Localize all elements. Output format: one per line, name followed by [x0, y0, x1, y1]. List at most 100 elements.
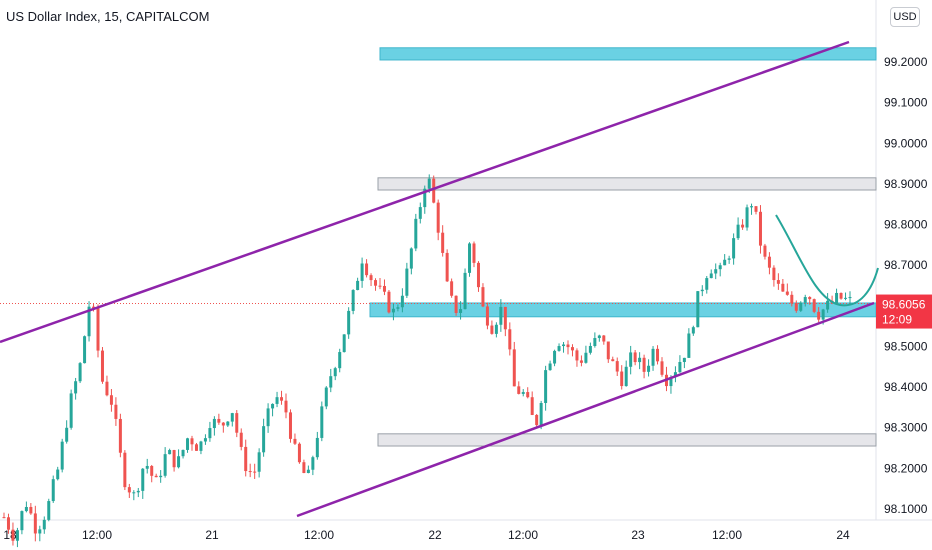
candle-body — [56, 469, 60, 480]
candle-body — [257, 452, 261, 472]
candle-body — [226, 421, 230, 426]
candle-body — [741, 224, 745, 228]
candle-body — [562, 344, 566, 347]
candle-body — [33, 513, 37, 534]
candle-body — [297, 443, 301, 463]
candle-body — [450, 281, 454, 296]
candle-body — [391, 308, 395, 313]
candle-body — [844, 297, 848, 299]
candle-body — [620, 371, 624, 387]
candle-body — [445, 252, 449, 282]
candle-body — [150, 465, 154, 476]
candle-body — [745, 207, 749, 228]
candle-body — [539, 403, 543, 426]
candle-body — [839, 292, 843, 299]
candle-body — [785, 291, 789, 295]
candle-body — [382, 285, 386, 292]
candle-body — [333, 368, 337, 377]
candle-body — [69, 393, 73, 428]
price-tag-bg — [876, 294, 932, 329]
candle-body — [141, 468, 145, 491]
candle-body — [38, 529, 42, 534]
candle-body — [374, 280, 378, 286]
candle-body — [217, 418, 221, 423]
candle-body — [423, 188, 427, 208]
candle-body — [253, 471, 257, 473]
candle-body — [203, 438, 207, 442]
candle-body — [83, 336, 87, 364]
candle-body — [315, 437, 319, 458]
candle-body — [817, 311, 821, 320]
candle-body — [758, 211, 762, 246]
y-tick-label: 98.3000 — [884, 421, 928, 435]
candle-body — [723, 259, 727, 266]
candle-body — [656, 348, 660, 362]
candle-body — [221, 422, 225, 426]
candle-body — [772, 267, 776, 281]
candle-body — [208, 428, 212, 439]
candle-body — [266, 408, 270, 427]
candle-body — [544, 370, 548, 404]
candle-body — [244, 446, 248, 472]
candle-body — [602, 335, 606, 342]
candle-body — [624, 366, 628, 387]
x-axis[interactable]: 18 12:00 21 12:00 22 12:00 23 12:00 24 — [3, 528, 850, 542]
candle-body — [808, 297, 812, 300]
candle-body — [718, 265, 722, 270]
y-tick-label: 98.4000 — [884, 380, 928, 394]
candle-body — [750, 206, 754, 208]
candle-body — [369, 275, 373, 281]
candle-body — [163, 454, 167, 476]
candle-body — [365, 263, 369, 276]
candle-body — [472, 243, 476, 263]
candle-body — [669, 377, 673, 387]
candle-body — [356, 280, 360, 291]
candle-body — [700, 289, 704, 292]
candle-body — [776, 280, 780, 284]
candle-body — [575, 350, 579, 361]
candle-body — [459, 309, 463, 313]
candle-body — [293, 438, 297, 444]
candle-body — [535, 414, 539, 426]
candle-body — [660, 361, 664, 375]
curve-drawing — [775, 214, 879, 307]
candle-body — [96, 307, 100, 351]
candle-body — [781, 283, 785, 292]
candle-body — [11, 529, 15, 541]
candle-body — [387, 291, 391, 313]
y-tick-label: 98.8000 — [884, 218, 928, 232]
candle-body — [24, 506, 28, 512]
candle-body — [105, 381, 109, 396]
candle-body — [593, 338, 597, 346]
candle-body — [597, 335, 601, 339]
candle-body — [15, 530, 19, 541]
y-tick-label: 98.5000 — [884, 339, 928, 353]
support-zone-low — [377, 433, 877, 447]
candle-body — [177, 456, 181, 468]
candle-body — [812, 299, 816, 312]
candle-body — [248, 471, 252, 473]
x-tick-label: 18 — [3, 528, 17, 542]
price-tag-countdown: 12:09 — [882, 313, 912, 327]
candle-body — [414, 218, 418, 249]
candle-body — [409, 248, 413, 269]
candle-body — [239, 432, 243, 447]
candle-body — [172, 450, 176, 468]
candle-body — [557, 346, 561, 351]
candle-body — [754, 206, 758, 212]
candle-body — [566, 344, 570, 348]
candle-body — [2, 517, 6, 519]
upper-channel-line — [0, 40, 850, 344]
candle-body — [65, 427, 69, 442]
candle-body — [647, 365, 651, 372]
x-tick-label: 22 — [428, 528, 442, 542]
candle-body — [275, 397, 279, 404]
y-axis[interactable]: 98.1000 98.2000 98.3000 98.4000 98.5000 98.60… — [884, 55, 928, 516]
candle-body — [732, 238, 736, 259]
x-tick-label: 12:00 — [712, 528, 742, 542]
candle-body — [611, 359, 615, 362]
candle-body — [342, 334, 346, 353]
currency-button[interactable]: USD — [890, 7, 920, 27]
